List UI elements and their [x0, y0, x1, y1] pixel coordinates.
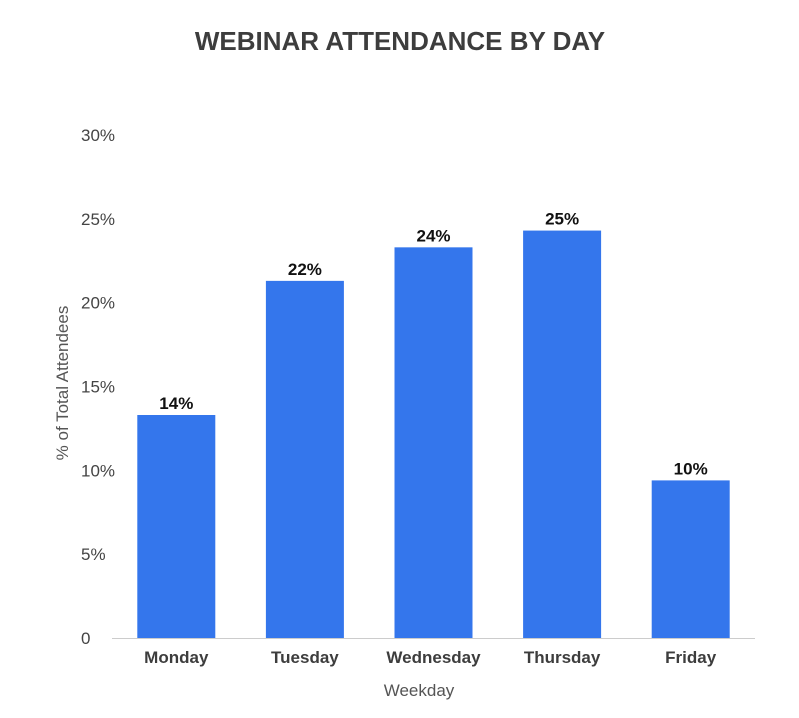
data-label-thursday: 25%	[545, 210, 579, 229]
bar-friday	[651, 480, 730, 638]
bar-tuesday	[265, 280, 344, 638]
data-label-monday: 14%	[159, 394, 193, 413]
y-tick-label: 15%	[81, 378, 115, 397]
data-label-friday: 10%	[674, 459, 708, 478]
y-tick-label: 5%	[81, 545, 106, 564]
x-axis-categories: Monday Tuesday Wednesday Thursday Friday	[144, 648, 717, 667]
y-tick-label: 25%	[81, 210, 115, 229]
x-tick-label: Monday	[144, 648, 209, 667]
y-tick-label: 30%	[81, 126, 115, 145]
data-labels-group: 14% 22% 24% 25% 10%	[159, 210, 707, 479]
x-tick-label: Tuesday	[271, 648, 339, 667]
bar-monday	[137, 415, 216, 638]
y-tick-label: 20%	[81, 294, 115, 313]
data-label-wednesday: 24%	[416, 226, 450, 245]
y-axis-label: % of Total Attendees	[53, 306, 72, 461]
data-label-tuesday: 22%	[288, 260, 322, 279]
y-tick-label: 0	[81, 629, 90, 648]
chart-title: WEBINAR ATTENDANCE BY DAY	[195, 26, 605, 56]
x-tick-label: Thursday	[524, 648, 601, 667]
bar-thursday	[523, 230, 602, 638]
x-tick-label: Friday	[665, 648, 717, 667]
bars-group	[137, 230, 730, 638]
bar-wednesday	[394, 247, 473, 638]
y-axis-ticks: 0 5% 10% 15% 20% 25% 30%	[81, 126, 115, 648]
x-axis-label: Weekday	[384, 681, 455, 700]
x-tick-label: Wednesday	[386, 648, 481, 667]
y-tick-label: 10%	[81, 461, 115, 480]
